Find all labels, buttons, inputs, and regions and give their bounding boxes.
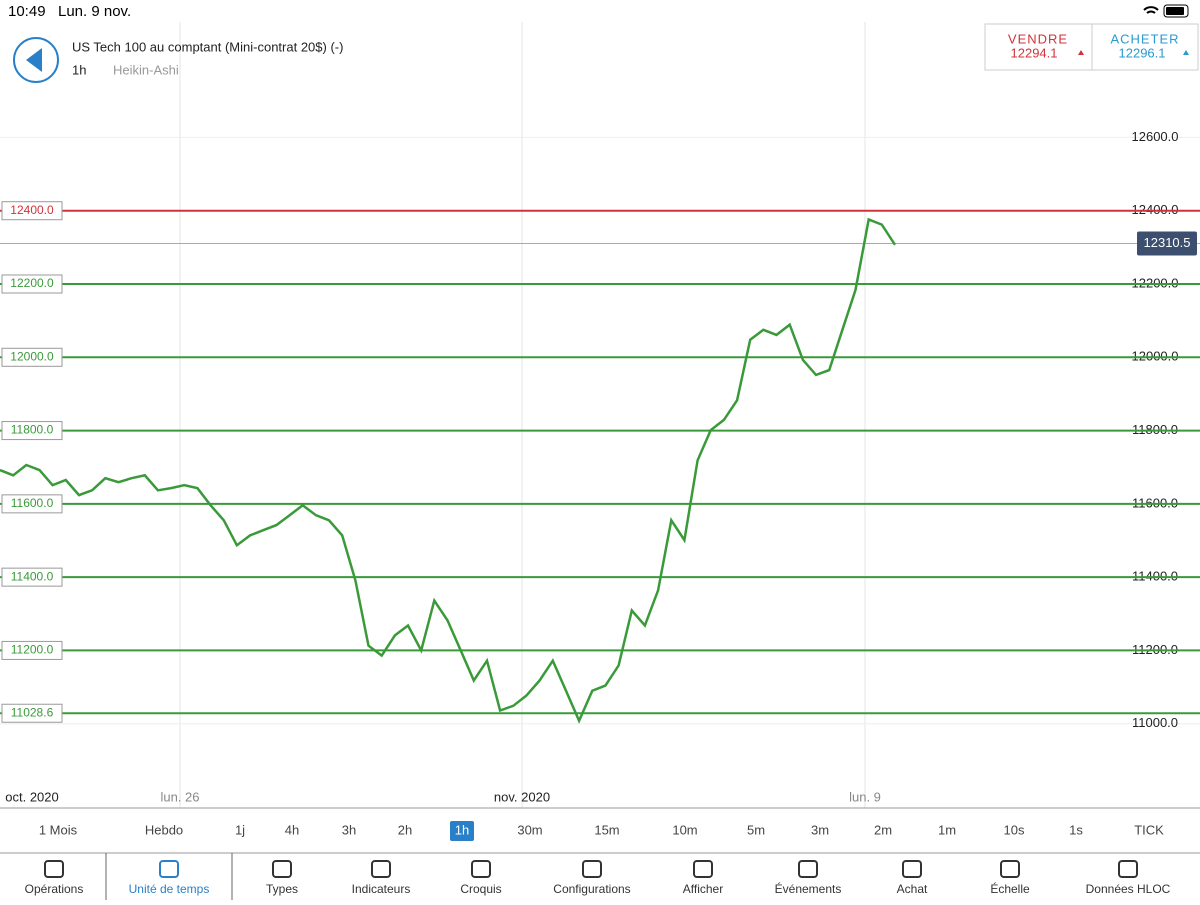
level-tag[interactable] <box>1 640 63 660</box>
level-label: 11800.0 <box>11 423 54 437</box>
level-label: 11400.0 <box>11 569 54 583</box>
sell-arrow <box>1078 50 1084 55</box>
timeframe-selected <box>450 821 474 841</box>
level-tag[interactable] <box>1 421 63 441</box>
instrument-title: US Tech 100 au comptant (Mini-contrat 20… <box>72 39 343 54</box>
level-label: 12200.0 <box>10 276 54 290</box>
y-tick-label: 12200.0 <box>1132 275 1179 290</box>
toolbar-button[interactable]: Croquis <box>460 882 501 896</box>
toolbar-button[interactable]: Données HLOC <box>1086 882 1171 896</box>
y-tick-label: 12000.0 <box>1132 349 1179 364</box>
timeframe-option[interactable]: 4h <box>285 822 299 837</box>
timeframe-option[interactable]: 2h <box>398 822 412 837</box>
toolbar-button[interactable]: Configurations <box>553 882 630 896</box>
toolbar-icon <box>582 860 602 878</box>
level-label: 12000.0 <box>10 349 54 363</box>
toolbar-icon <box>159 860 179 878</box>
back-arrow <box>26 48 42 72</box>
toolbar-button[interactable]: Échelle <box>990 881 1030 896</box>
buy-arrow <box>1183 50 1189 55</box>
timeframe-option[interactable]: 10m <box>672 822 697 837</box>
timeframe-option[interactable]: 15m <box>594 822 619 837</box>
toolbar-button[interactable]: Types <box>266 882 298 896</box>
timeframe-option[interactable]: 1h <box>455 822 469 837</box>
level-tag[interactable] <box>1 274 63 294</box>
level-label: 11028.6 <box>11 705 54 719</box>
toolbar-icon <box>798 860 818 878</box>
status-date: Lun. 9 nov. <box>58 3 131 20</box>
buy-label: ACHETER <box>1110 31 1179 46</box>
timeframe-option[interactable]: 3h <box>342 822 356 837</box>
selected-tab-border <box>105 853 233 900</box>
sell-button[interactable]: VENDRE 12294.1 <box>1008 31 1084 60</box>
toolbar-icon <box>44 860 64 878</box>
toolbar-button[interactable]: Afficher <box>683 882 723 896</box>
timeframe-option[interactable]: 1s <box>1069 822 1083 837</box>
wifi <box>1143 6 1159 14</box>
toolbar-button[interactable]: Événements <box>775 881 842 896</box>
chart-area: oct. 2020 lun. 26 nov. 2020 lun. 9 11000.0 11… <box>0 22 1200 808</box>
status-time: 10:49 <box>8 3 46 20</box>
toolbar-icon <box>471 860 491 878</box>
y-tick-label: 12400.0 <box>1132 202 1179 217</box>
timeframe-option[interactable]: 1j <box>235 822 245 837</box>
toolbar-button[interactable]: Achat <box>897 882 928 896</box>
sell-label: VENDRE <box>1008 31 1068 46</box>
y-tick-label: 11600.0 <box>1132 495 1178 510</box>
y-tick-label: 11200.0 <box>1132 642 1178 657</box>
toolbar-icon <box>1000 860 1020 878</box>
last-price-label: 12310.5 <box>1144 235 1191 250</box>
timeframe-label: 1h <box>72 62 86 77</box>
toolbar-button[interactable]: Unité de temps <box>129 882 210 896</box>
timeframe-option[interactable]: 2m <box>874 822 892 837</box>
level-tag[interactable] <box>1 494 63 514</box>
timeframe-option[interactable]: 1 Mois <box>39 822 78 837</box>
timeframe-option[interactable]: 30m <box>517 822 542 837</box>
y-tick-label: 11800.0 <box>1132 422 1178 437</box>
level-label: 11600.0 <box>11 496 54 510</box>
y-tick-label: 12600.0 <box>1132 129 1179 144</box>
x-tick-label: lun. 26 <box>160 789 199 804</box>
bottom-bars: 1 Mois Hebdo 1j 4h 3h 2h 1h 30m 15m 10m 5m 3m 2m 1m 10… <box>25 821 1171 900</box>
y-tick-label: 11000.0 <box>1132 715 1178 730</box>
battery <box>1163 4 1189 18</box>
toolbar-icon <box>1118 860 1138 878</box>
buy-price: 12296.1 <box>1119 45 1166 60</box>
level-label: 12400.0 <box>10 203 54 217</box>
timeframe-option[interactable]: 3m <box>811 822 829 837</box>
level-tag[interactable] <box>1 347 63 367</box>
timeframe-option[interactable]: 1m <box>938 822 956 837</box>
sell-price: 12294.1 <box>1011 45 1058 60</box>
chart-style: Heikin-Ashi <box>113 62 179 77</box>
toolbar-icon <box>371 860 391 878</box>
x-tick-label: lun. 9 <box>849 789 881 804</box>
last-price-tag <box>1137 231 1197 256</box>
x-tick-label: oct. 2020 <box>5 789 59 804</box>
battery-level <box>1166 7 1184 15</box>
timeframe-option[interactable]: 5m <box>747 822 765 837</box>
toolbar-icon <box>902 860 922 878</box>
level-tag[interactable] <box>1 201 63 221</box>
price-line <box>0 217 897 724</box>
level-tag[interactable] <box>1 567 63 587</box>
timeframe-option[interactable]: 10s <box>1004 822 1025 837</box>
toolbar-icon <box>693 860 713 878</box>
level-label: 11200.0 <box>11 643 54 657</box>
buy-button[interactable]: ACHETER 12296.1 <box>1110 31 1189 60</box>
timeframe-option[interactable]: Hebdo <box>145 822 183 837</box>
y-tick-label: 11400.0 <box>1132 569 1178 584</box>
toolbar-button[interactable]: Indicateurs <box>352 882 411 896</box>
level-tag[interactable] <box>1 703 63 723</box>
x-tick-label: nov. 2020 <box>494 789 550 804</box>
timeframe-option[interactable]: TICK <box>1134 822 1164 837</box>
toolbar-icon <box>272 860 292 878</box>
toolbar-button[interactable]: Opérations <box>25 882 84 896</box>
